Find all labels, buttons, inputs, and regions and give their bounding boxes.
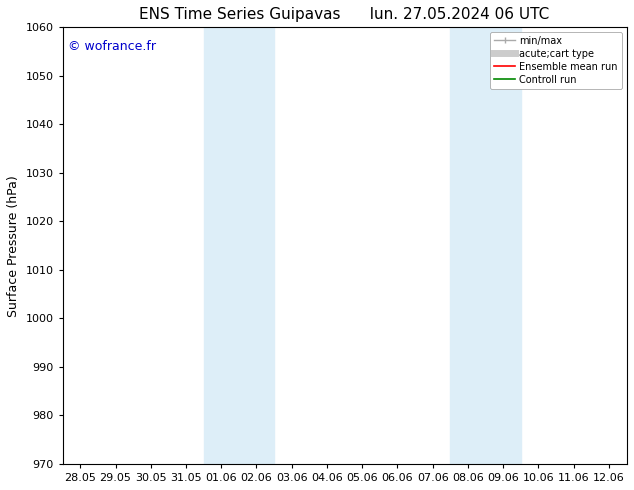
Text: © wofrance.fr: © wofrance.fr — [68, 40, 157, 53]
Bar — [450, 27, 521, 464]
Y-axis label: Surface Pressure (hPa): Surface Pressure (hPa) — [7, 175, 20, 317]
Legend: min/max, acute;cart type, Ensemble mean run, Controll run: min/max, acute;cart type, Ensemble mean … — [490, 32, 622, 89]
Bar — [204, 27, 274, 464]
Title: ENS Time Series Guipavas      lun. 27.05.2024 06 UTC: ENS Time Series Guipavas lun. 27.05.2024… — [139, 7, 550, 22]
